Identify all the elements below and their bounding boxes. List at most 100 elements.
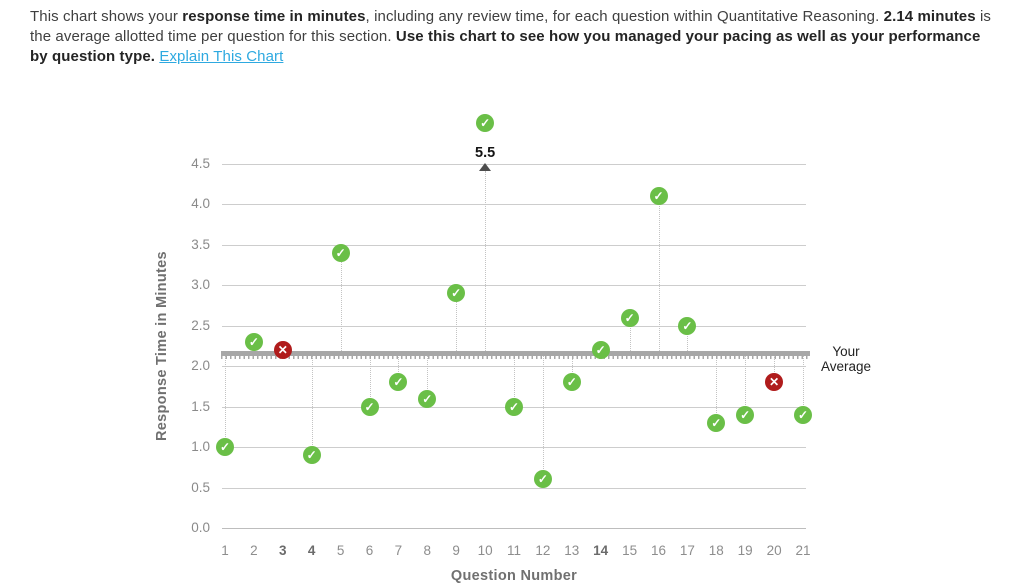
x-tick-label: 6 — [365, 543, 374, 558]
x-axis-title: Question Number — [450, 568, 578, 584]
leader-line — [658, 196, 660, 355]
x-tick-label: 15 — [622, 543, 638, 558]
average-label: Your Average — [820, 344, 872, 374]
y-axis-title: Response Time in Minutes — [154, 251, 170, 441]
data-point-q21-correct[interactable]: ✓ — [794, 405, 812, 424]
leader-line — [774, 354, 776, 383]
data-point-q11-correct[interactable]: ✓ — [505, 397, 523, 416]
x-tick-label: 2 — [250, 543, 258, 558]
x-tick-label: 12 — [535, 543, 551, 558]
y-tick-label: 2.5 — [191, 317, 210, 333]
check-icon: ✓ — [248, 334, 259, 349]
x-tick-label: 3 — [279, 543, 287, 558]
x-icon: ✕ — [277, 343, 288, 358]
x-tick-label: 10 — [477, 543, 493, 558]
data-point-q20-incorrect[interactable]: ✕ — [765, 373, 784, 392]
gridline — [222, 325, 806, 327]
y-tick-label: 0.5 — [191, 479, 210, 495]
x-tick-label: 8 — [423, 543, 432, 558]
leader-line — [687, 325, 689, 355]
explain-chart-link[interactable]: Explain This Chart — [159, 48, 284, 65]
data-point-q8-correct[interactable]: ✓ — [418, 389, 437, 408]
leader-line — [803, 354, 804, 415]
leader-line — [485, 171, 487, 355]
y-tick-label: 2.0 — [191, 358, 210, 374]
x-tick-label: 13 — [564, 543, 580, 558]
offchart-value-label: 5.5 — [475, 145, 496, 161]
data-point-q13-correct[interactable]: ✓ — [562, 373, 581, 392]
data-point-q3-incorrect[interactable]: ✕ — [273, 341, 292, 360]
average-line-fringe — [221, 355, 810, 359]
check-icon: ✓ — [393, 375, 404, 390]
x-tick-label: 18 — [708, 543, 724, 558]
x-tick-label: 19 — [737, 543, 753, 558]
description-text: This chart shows your — [30, 8, 183, 25]
leader-line — [745, 354, 747, 415]
gridline — [222, 164, 806, 165]
gridline — [222, 244, 806, 246]
gridline — [222, 487, 806, 489]
data-point-q6-correct[interactable]: ✓ — [360, 397, 379, 416]
check-icon: ✓ — [422, 391, 433, 406]
check-icon: ✓ — [364, 399, 375, 414]
x-tick-label: 9 — [452, 543, 460, 558]
data-point-q2-correct[interactable]: ✓ — [244, 332, 263, 351]
check-icon: ✓ — [797, 407, 809, 422]
check-icon: ✓ — [508, 399, 520, 414]
leader-line — [629, 317, 631, 355]
x-icon: ✕ — [769, 375, 780, 390]
check-icon: ✓ — [711, 415, 722, 430]
check-icon: ✓ — [335, 245, 346, 260]
gridline — [222, 204, 806, 206]
x-tick-label: 11 — [506, 543, 521, 558]
x-tick-label: 14 — [593, 543, 609, 558]
data-point-q19-correct[interactable]: ✓ — [736, 405, 755, 424]
description-text: is the average allotted time per questio… — [30, 8, 992, 45]
check-icon: ✓ — [451, 286, 462, 301]
check-icon: ✓ — [740, 407, 751, 422]
data-point-q15-correct[interactable]: ✓ — [620, 308, 639, 327]
data-point-q9-correct[interactable]: ✓ — [447, 284, 466, 303]
x-tick-label: 17 — [679, 543, 695, 558]
check-icon: ✓ — [219, 440, 231, 455]
leader-line — [369, 354, 371, 407]
x-tick-label: 20 — [766, 543, 782, 558]
description-text-bold: Use this chart to see how you managed yo… — [30, 28, 981, 65]
leader-line — [311, 354, 313, 456]
check-icon: ✓ — [653, 189, 664, 204]
check-icon: ✓ — [595, 343, 606, 358]
data-point-q16-correct[interactable]: ✓ — [649, 187, 668, 206]
leader-line — [514, 354, 515, 407]
leader-line — [716, 354, 718, 423]
x-tick-label: 21 — [795, 543, 811, 558]
data-point-q7-correct[interactable]: ✓ — [389, 373, 408, 392]
leader-line — [398, 354, 400, 383]
check-icon: ✓ — [480, 116, 491, 130]
leader-line — [340, 252, 342, 355]
leader-line — [456, 293, 458, 355]
data-point-q1-correct[interactable]: ✓ — [216, 438, 234, 457]
offchart-arrow-icon — [479, 163, 492, 171]
data-point-q5-correct[interactable]: ✓ — [331, 243, 350, 262]
y-tick-label: 1.0 — [191, 439, 210, 455]
plot-area: Response Time in Minutes Question Number… — [154, 114, 871, 584]
gridline — [222, 285, 806, 287]
data-point-q12-correct[interactable]: ✓ — [533, 470, 552, 489]
data-point-q14-correct[interactable]: ✓ — [591, 341, 610, 360]
x-tick-label: 1 — [221, 543, 229, 558]
chart-description: This chart shows your response time in m… — [30, 7, 996, 67]
x-tick-label: 7 — [394, 543, 403, 558]
average-minutes-value: 2.14 minutes — [883, 8, 976, 25]
data-point-q10-correct[interactable]: ✓ — [476, 114, 495, 132]
leader-line — [571, 354, 573, 383]
y-tick-label: 4.5 — [191, 156, 210, 171]
data-point-q17-correct[interactable]: ✓ — [678, 316, 697, 335]
gridline — [222, 528, 806, 529]
data-point-q18-correct[interactable]: ✓ — [707, 413, 726, 432]
check-icon: ✓ — [537, 472, 548, 487]
check-icon: ✓ — [682, 318, 693, 333]
y-tick-label: 3.0 — [191, 277, 210, 293]
check-icon: ✓ — [306, 448, 317, 463]
data-point-q4-correct[interactable]: ✓ — [302, 446, 321, 465]
